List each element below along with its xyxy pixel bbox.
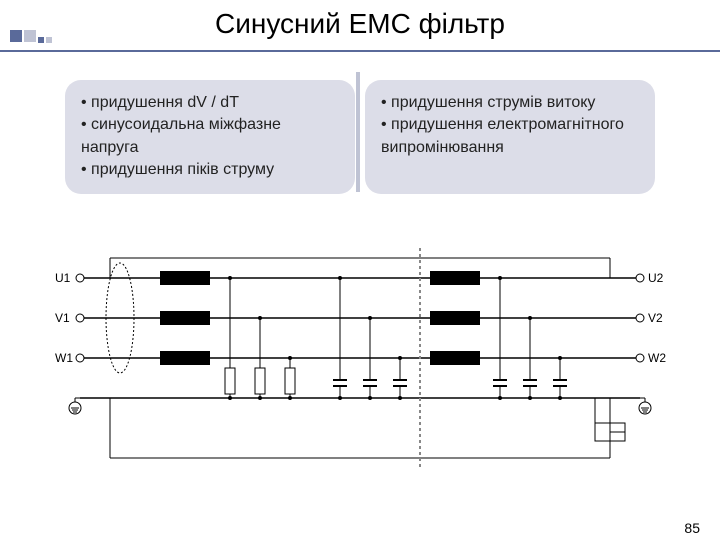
- box-left-line2: • синусоидальна міжфазне напруга: [81, 114, 339, 159]
- info-box-left: • придушення dV / dT • синусоидальна між…: [65, 80, 355, 194]
- svg-text:U1: U1: [55, 271, 71, 285]
- header-decoration: [10, 18, 70, 53]
- svg-text:W1: W1: [55, 351, 73, 365]
- page-number: 85: [684, 520, 700, 536]
- svg-text:W2: W2: [648, 351, 666, 365]
- svg-text:V1: V1: [55, 311, 70, 325]
- info-box-right: • придушення струмів витоку • придушення…: [365, 80, 655, 194]
- page-title: Синусний ЕМС фільтр: [0, 8, 720, 40]
- box-right-line1: • придушення струмів витоку: [381, 92, 639, 114]
- info-boxes: • придушення dV / dT • синусоидальна між…: [0, 80, 720, 194]
- circuit-diagram: U1 U2 V1 V2 W1 W2: [50, 248, 670, 508]
- box-left-line3: • придушення піків струму: [81, 159, 339, 181]
- box-divider: [356, 72, 360, 192]
- box-right-line2: • придушення електромагнітного випроміню…: [381, 114, 639, 159]
- header-line: [0, 50, 720, 52]
- box-left-line1: • придушення dV / dT: [81, 92, 339, 114]
- svg-text:V2: V2: [648, 311, 663, 325]
- svg-text:U2: U2: [648, 271, 664, 285]
